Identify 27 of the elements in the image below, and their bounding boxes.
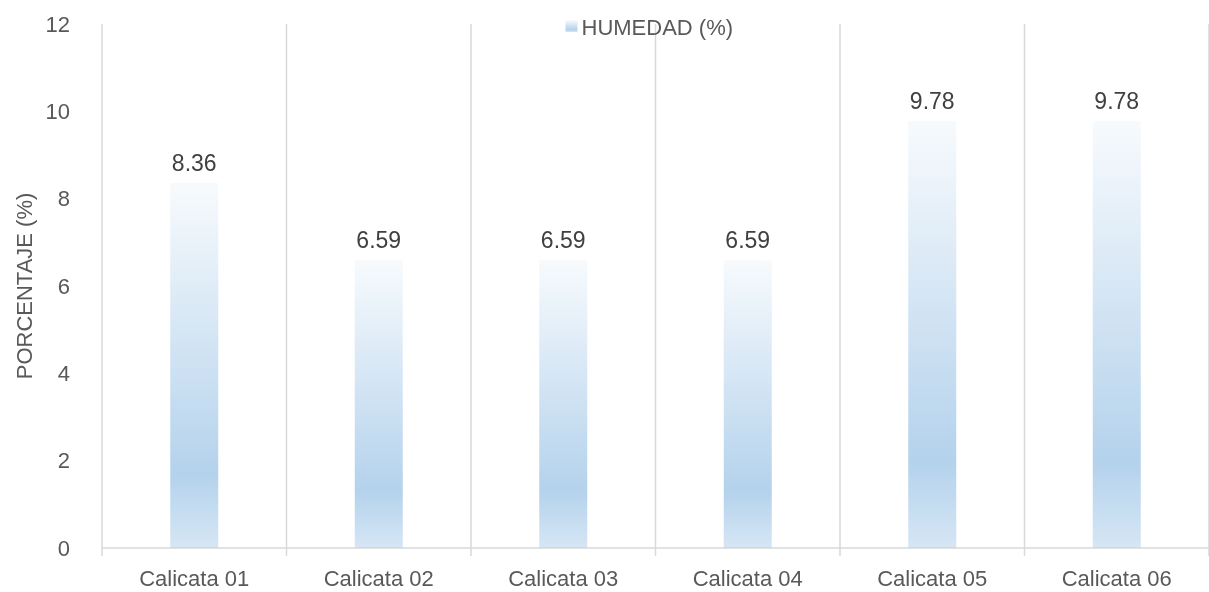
bar [539, 260, 588, 548]
legend-label: HUMEDAD (%) [581, 14, 734, 40]
x-tick-label: Calicata 06 [1061, 566, 1172, 591]
bar [723, 260, 772, 548]
y-tick-label: 2 [57, 448, 70, 474]
y-axis-title: PORCENTAJE (%) [12, 192, 37, 380]
data-label: 9.78 [909, 87, 955, 114]
bar [908, 120, 957, 548]
x-tick-label: Calicata 05 [877, 566, 988, 591]
x-tick-label: Calicata 01 [139, 566, 250, 591]
data-label: 9.78 [1094, 87, 1140, 114]
x-tick-label: Calicata 04 [692, 566, 803, 591]
y-tick-label: 4 [57, 361, 70, 387]
x-tick-label: Calicata 02 [323, 566, 434, 591]
y-tick-label: 0 [57, 535, 70, 561]
data-label: 8.36 [171, 149, 217, 176]
data-label: 6.59 [356, 227, 402, 254]
data-label: 6.59 [540, 227, 586, 254]
y-tick-label: 6 [57, 273, 70, 299]
data-label: 6.59 [725, 227, 771, 254]
bar [1092, 120, 1141, 548]
bar [354, 260, 403, 548]
y-tick-label: 8 [57, 186, 70, 212]
bar [170, 182, 219, 548]
y-tick-label: 12 [45, 11, 70, 37]
x-tick-label: Calicata 03 [508, 566, 619, 591]
y-tick-label: 10 [45, 99, 70, 125]
